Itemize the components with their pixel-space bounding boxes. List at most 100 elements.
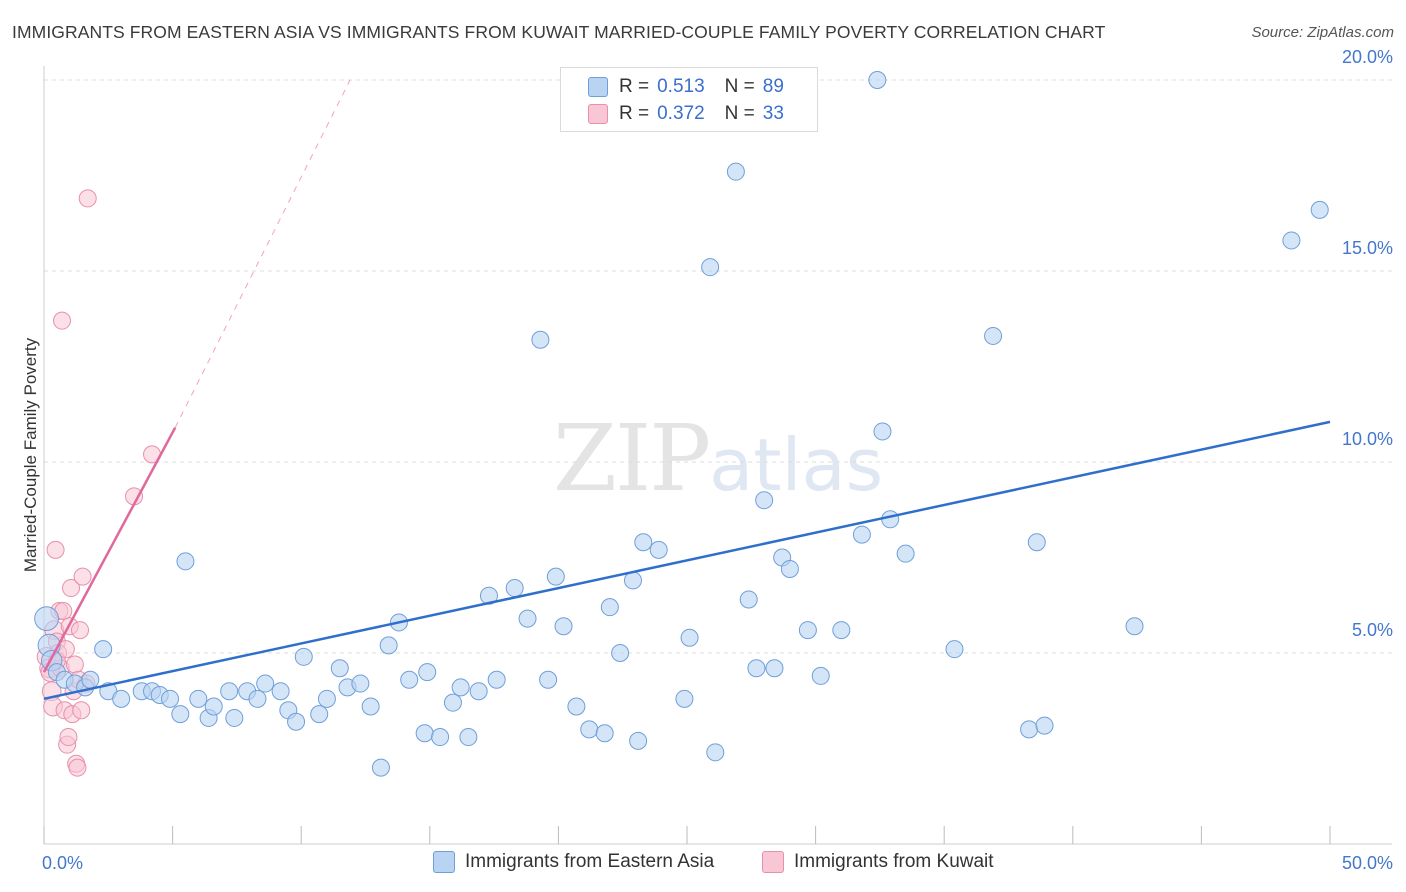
bottom-legend-swatch-eastern-asia xyxy=(433,851,455,873)
watermark-atlas: atlas xyxy=(709,423,884,507)
data-point-eastern-asia xyxy=(351,674,370,693)
data-point-eastern-asia xyxy=(984,326,1003,345)
y-tick-label: 20.0% xyxy=(1342,47,1393,67)
data-point-eastern-asia xyxy=(256,674,275,693)
data-point-eastern-asia xyxy=(701,258,720,277)
data-point-eastern-asia xyxy=(171,705,190,724)
trend-lines xyxy=(42,79,1331,701)
legend-n-label: N = xyxy=(724,103,755,124)
data-point-eastern-asia xyxy=(34,606,59,632)
legend-row-kuwait: R = 0.372 N = 33 xyxy=(588,102,784,126)
data-point-eastern-asia xyxy=(1125,617,1144,636)
data-point-eastern-asia xyxy=(726,162,745,181)
data-point-kuwait xyxy=(53,311,72,330)
y-tick-label: 5.0% xyxy=(1352,620,1393,640)
data-point-kuwait xyxy=(46,540,65,559)
data-point-kuwait xyxy=(68,758,87,777)
data-point-eastern-asia xyxy=(881,510,900,529)
legend: R = 0.513 N = 89 R = 0.372 N = 33 xyxy=(560,67,818,132)
data-point-eastern-asia xyxy=(469,682,488,701)
data-point-eastern-asia xyxy=(371,758,390,777)
legend-n-label: N = xyxy=(724,76,755,97)
data-point-eastern-asia xyxy=(611,644,630,662)
legend-r-label: R = xyxy=(619,76,650,97)
data-point-eastern-asia xyxy=(675,689,694,708)
data-point-eastern-asia xyxy=(431,728,450,747)
data-point-eastern-asia xyxy=(595,724,614,743)
data-point-eastern-asia xyxy=(418,663,437,682)
data-point-eastern-asia xyxy=(189,689,208,708)
data-point-eastern-asia xyxy=(1020,720,1039,739)
data-point-eastern-asia xyxy=(1035,716,1054,735)
tick-labels: 5.0% 10.0% 15.0% 20.0% 0.0% 50.0% xyxy=(42,47,1393,873)
data-point-eastern-asia xyxy=(580,720,599,739)
legend-n-value-kuwait: 33 xyxy=(762,103,784,124)
legend-r-value-kuwait: 0.372 xyxy=(657,103,705,124)
data-point-eastern-asia xyxy=(518,609,537,628)
data-point-eastern-asia xyxy=(567,697,586,716)
data-point-eastern-asia xyxy=(1027,533,1046,552)
data-point-kuwait xyxy=(62,579,81,598)
watermark-zip: ZIP xyxy=(553,405,711,512)
data-point-eastern-asia xyxy=(361,697,380,716)
data-point-eastern-asia xyxy=(204,697,223,716)
data-point-eastern-asia xyxy=(112,689,131,708)
data-point-eastern-asia xyxy=(649,540,668,559)
data-point-eastern-asia xyxy=(629,731,648,750)
data-point-eastern-asia xyxy=(747,659,766,678)
legend-n-value-eastern-asia: 89 xyxy=(762,76,784,97)
data-point-eastern-asia xyxy=(161,689,180,708)
data-point-kuwait xyxy=(78,189,97,208)
data-point-eastern-asia xyxy=(459,728,478,747)
data-point-kuwait xyxy=(72,701,91,720)
y-tick-label: 15.0% xyxy=(1342,238,1393,258)
legend-r-value-eastern-asia: 0.513 xyxy=(657,76,705,97)
data-point-kuwait xyxy=(59,728,78,747)
data-point-eastern-asia xyxy=(94,640,113,659)
data-point-eastern-asia xyxy=(680,628,699,647)
data-point-eastern-asia xyxy=(1310,200,1329,219)
data-point-eastern-asia xyxy=(451,678,470,697)
data-point-eastern-asia xyxy=(852,525,871,544)
data-point-eastern-asia xyxy=(220,682,239,701)
data-point-eastern-asia xyxy=(832,621,851,640)
chart-title: IMMIGRANTS FROM EASTERN ASIA VS IMMIGRAN… xyxy=(12,22,1106,42)
x-tick-label: 50.0% xyxy=(1342,853,1393,873)
data-point-eastern-asia xyxy=(248,689,267,708)
data-point-eastern-asia xyxy=(798,621,817,640)
data-point-eastern-asia xyxy=(225,708,244,727)
data-point-eastern-asia xyxy=(271,682,290,701)
source-label: Source: ZipAtlas.com xyxy=(1251,24,1394,41)
data-point-eastern-asia xyxy=(81,670,100,689)
axes xyxy=(43,66,1392,845)
bottom-legend-swatch-kuwait xyxy=(762,851,784,873)
data-point-eastern-asia xyxy=(811,666,830,685)
trend-line-kuwait-extension xyxy=(174,79,351,428)
data-point-eastern-asia xyxy=(780,559,799,578)
data-point-eastern-asia xyxy=(554,617,573,636)
bottom-legend-eastern-asia: Immigrants from Eastern Asia xyxy=(433,851,714,873)
data-point-eastern-asia xyxy=(539,670,558,689)
data-point-eastern-asia xyxy=(400,670,419,689)
watermark: ZIPatlas xyxy=(553,405,883,512)
bottom-legend-label-kuwait: Immigrants from Kuwait xyxy=(794,851,994,872)
data-point-eastern-asia xyxy=(487,670,506,689)
legend-swatch-eastern-asia xyxy=(588,77,608,97)
data-point-eastern-asia xyxy=(600,598,619,617)
data-point-eastern-asia xyxy=(531,330,550,349)
data-point-kuwait xyxy=(71,621,90,640)
data-point-kuwait xyxy=(73,567,92,586)
legend-swatch-kuwait xyxy=(588,104,608,124)
data-point-eastern-asia xyxy=(443,693,462,712)
data-point-eastern-asia xyxy=(176,552,195,571)
data-point-eastern-asia xyxy=(634,533,653,552)
data-point-eastern-asia xyxy=(310,705,329,724)
data-point-eastern-asia xyxy=(330,659,349,678)
trend-line-kuwait xyxy=(42,427,177,673)
data-point-eastern-asia xyxy=(868,71,887,89)
y-axis-label: Married-Couple Family Poverty xyxy=(21,337,40,572)
data-point-eastern-asia xyxy=(415,724,434,743)
series-eastern-asia-points xyxy=(34,71,1329,777)
trend-line-eastern-asia xyxy=(43,420,1331,701)
